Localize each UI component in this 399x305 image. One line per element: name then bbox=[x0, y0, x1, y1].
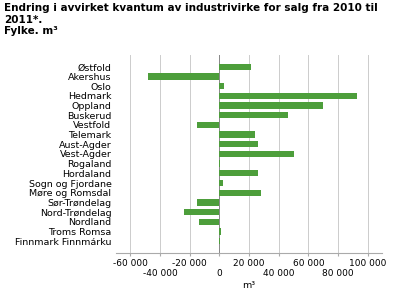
Bar bbox=[219, 131, 255, 138]
Bar bbox=[219, 189, 261, 196]
Bar bbox=[148, 74, 219, 80]
Bar bbox=[219, 180, 223, 186]
Bar bbox=[219, 160, 220, 167]
Bar bbox=[219, 141, 258, 147]
Bar bbox=[219, 228, 221, 235]
Bar bbox=[219, 170, 258, 177]
Bar bbox=[197, 122, 219, 128]
X-axis label: m³: m³ bbox=[243, 281, 256, 290]
Bar bbox=[197, 199, 219, 206]
Bar bbox=[219, 112, 288, 118]
Bar bbox=[219, 64, 251, 70]
Bar bbox=[199, 219, 219, 225]
Bar bbox=[219, 83, 224, 89]
Bar bbox=[219, 102, 323, 109]
Bar bbox=[184, 209, 219, 215]
Bar bbox=[219, 93, 357, 99]
Bar bbox=[219, 151, 294, 157]
Text: Endring i avvirket kvantum av industrivirke for salg fra 2010 til 2011*.
Fylke. : Endring i avvirket kvantum av industrivi… bbox=[4, 3, 378, 36]
